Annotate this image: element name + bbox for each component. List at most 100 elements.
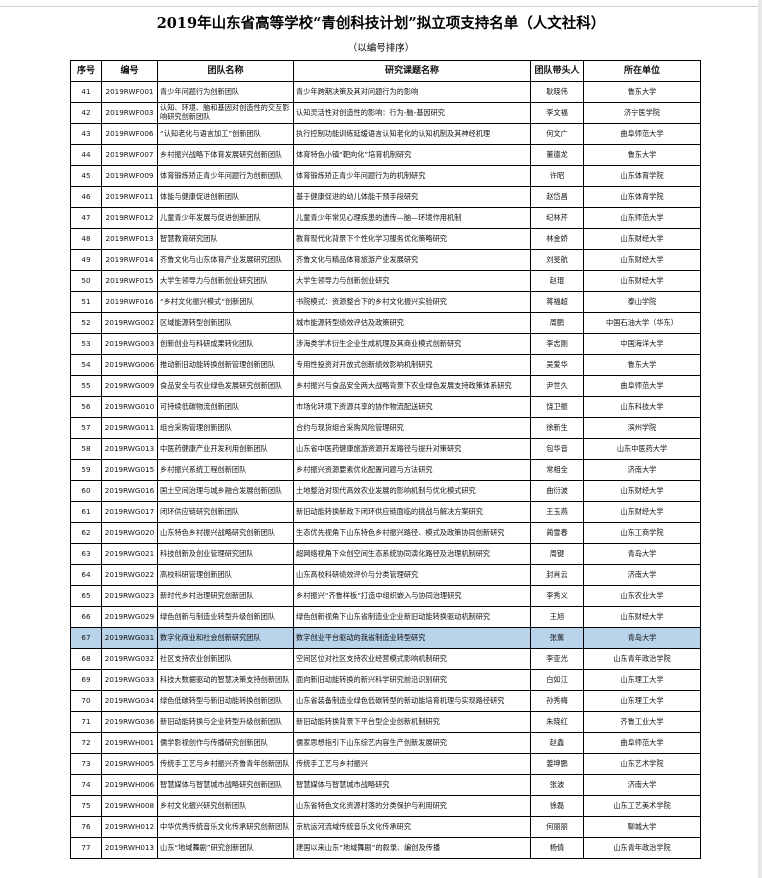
table-row: 63 2019RWG021 科技创新及创业管理研究团队 超网络视角下众创空间生态系统协… <box>70 543 701 565</box>
cell-team-leader: 孙秀梅 <box>530 690 584 712</box>
cell-institution: 山东科技大学 <box>583 396 701 418</box>
cell-project-title: 京杭运河流域传统音乐文化传承研究 <box>293 816 531 838</box>
cell-project-title: 执行控制功能训练延缓语言认知老化的认知机制及其神经机理 <box>293 123 531 145</box>
cell-institution: 山东工商学院 <box>583 522 701 544</box>
cell-institution: 聊城大学 <box>583 816 701 838</box>
cell-team-leader: 赵鑫 <box>530 732 584 754</box>
cell-institution: 山东青年政治学院 <box>583 648 701 670</box>
project-list-table: 序号 编号 团队名称 研究课题名称 团队带头人 所在单位 41 2019RWF00… <box>70 60 701 859</box>
cell-code: 2019RWG009 <box>101 375 158 397</box>
document-subtitle: （以编号排序） <box>347 43 415 54</box>
cell-code: 2019RWG010 <box>101 396 158 418</box>
cell-team-name: 传统手工艺与乡村振兴齐鲁青年创新团队 <box>157 753 294 775</box>
cell-team-name: 中华优秀传统音乐文化传承研究创新团队 <box>157 816 294 838</box>
cell-team-leader: 徐磊 <box>530 795 584 817</box>
table-row: 69 2019RWG033 科技大数据驱动的智慧决策支持创新团队 面向新旧动能转换的新… <box>70 669 701 691</box>
cell-team-name: 科技创新及创业管理研究团队 <box>157 543 294 565</box>
cell-index: 69 <box>70 669 102 691</box>
cell-institution: 山东农业大学 <box>583 585 701 607</box>
cell-team-leader: 蔺雪春 <box>530 522 584 544</box>
cell-code: 2019RWF006 <box>101 123 158 145</box>
table-row: 52 2019RWG002 区域能源转型创新团队 城市能源转型绩效评估及政策研究 周鹏中… <box>70 312 701 334</box>
cell-team-leader: 董德龙 <box>530 144 584 166</box>
cell-institution: 山东艺术学院 <box>583 753 701 775</box>
cell-institution: 山东理工大学 <box>583 669 701 691</box>
cell-project-title: 数字创业平台驱动的我省制造业转型研究 <box>293 627 531 649</box>
table-row: 65 2019RWG023 新时代乡村治理研究创新团队 乡村振兴“齐鲁样板”打造中组织… <box>70 585 701 607</box>
cell-project-title: 市场化环境下资源共享的协作物流配送研究 <box>293 396 531 418</box>
header-index: 序号 <box>70 60 102 82</box>
cell-team-leader: 包华音 <box>530 438 584 460</box>
cell-team-name: 乡村振兴系统工程创新团队 <box>157 459 294 481</box>
cell-project-title: 山东省装备制造业绿色低碳转型的新动能培育机理与实现路径研究 <box>293 690 531 712</box>
cell-team-name: 组合采购管理创新团队 <box>157 417 294 439</box>
cell-team-name: 区域能源转型创新团队 <box>157 312 294 334</box>
cell-institution: 济南大学 <box>583 774 701 796</box>
table-row: 71 2019RWG036 新旧动能转换与企业转型升级创新团队 新旧动能转换背景下平台… <box>70 711 701 733</box>
cell-institution: 山东财经大学 <box>583 501 701 523</box>
cell-team-leader: 许昭 <box>530 165 584 187</box>
cell-team-leader: 姜坤鹏 <box>530 753 584 775</box>
cell-team-leader: 吴爱华 <box>530 354 584 376</box>
cell-index: 74 <box>70 774 102 796</box>
cell-project-title: 涉海类学术衍生企业生成机理及其商业模式创新研究 <box>293 333 531 355</box>
table-row: 54 2019RWG006 推动新旧动能转换创新管理创新团队 专用性投资对开放式创新绩… <box>70 354 701 376</box>
cell-institution: 齐鲁工业大学 <box>583 711 701 733</box>
cell-index: 45 <box>70 165 102 187</box>
header-team-name: 团队名称 <box>157 60 294 82</box>
cell-index: 48 <box>70 228 102 250</box>
cell-institution: 山东青年政治学院 <box>583 837 701 859</box>
cell-institution: 山东工艺美术学院 <box>583 795 701 817</box>
cell-project-title: 超网络视角下众创空间生态系统协同演化路径及治理机制研究 <box>293 543 531 565</box>
table-row: 76 2019RWH012 中华优秀传统音乐文化传承研究创新团队 京杭运河流域传统音乐… <box>70 816 701 838</box>
cell-index: 51 <box>70 291 102 313</box>
cell-team-name: 推动新旧动能转换创新管理创新团队 <box>157 354 294 376</box>
cell-project-title: 绿色创新视角下山东省制造业企业新旧动能转换驱动机制研究 <box>293 606 531 628</box>
cell-index: 75 <box>70 795 102 817</box>
cell-index: 49 <box>70 249 102 271</box>
cell-team-leader: 何丽丽 <box>530 816 584 838</box>
cell-code: 2019RWG002 <box>101 312 158 334</box>
cell-team-name: 科技大数据驱动的智慧决策支持创新团队 <box>157 669 294 691</box>
cell-code: 2019RWF001 <box>101 81 158 103</box>
cell-institution: 滨州学院 <box>583 417 701 439</box>
table-row: 59 2019RWG015 乡村振兴系统工程创新团队 乡村振兴资源要素优化配置问题与方… <box>70 459 701 481</box>
cell-team-leader: 封肖云 <box>530 564 584 586</box>
table-row: 47 2019RWF012 儿童青少年发展与促进创新团队 儿童青少年常见心理疾患的遗传… <box>70 207 701 229</box>
cell-code: 2019RWG003 <box>101 333 158 355</box>
cell-team-leader: 赵琨 <box>530 270 584 292</box>
cell-team-leader: 张薰 <box>530 627 584 649</box>
cell-project-title: 乡村振兴“齐鲁样板”打造中组织嵌入与协同治理研究 <box>293 585 531 607</box>
cell-project-title: 认知灵活性对创造性的影响：行为-脑-基因研究 <box>293 102 531 124</box>
table-row: 70 2019RWG034 绿色低碳转型与新旧动能转换创新团队 山东省装备制造业绿色低… <box>70 690 701 712</box>
cell-index: 50 <box>70 270 102 292</box>
cell-code: 2019RWF012 <box>101 207 158 229</box>
cell-project-title: 生态优先视角下山东特色乡村振兴路径、模式及政策协同创新研究 <box>293 522 531 544</box>
cell-team-name: 数字化商业和社会创新研究团队 <box>157 627 294 649</box>
cell-institution: 青岛大学 <box>583 543 701 565</box>
cell-team-name: 青少年问题行为创新团队 <box>157 81 294 103</box>
cell-index: 63 <box>70 543 102 565</box>
cell-index: 57 <box>70 417 102 439</box>
cell-index: 72 <box>70 732 102 754</box>
table-row: 46 2019RWF011 体能与健康促进创新团队 基于健康促进的幼儿体能干预手段研究… <box>70 186 701 208</box>
cell-code: 2019RWF007 <box>101 144 158 166</box>
cell-team-leader: 赵岱昌 <box>530 186 584 208</box>
cell-institution: 青岛大学 <box>583 627 701 649</box>
table-row: 53 2019RWG003 创新创业与科研成果转化团队 涉海类学术衍生企业生成机理及其… <box>70 333 701 355</box>
cell-team-name: 创新创业与科研成果转化团队 <box>157 333 294 355</box>
document-title: 2019年山东省高等学校“青创科技计划”拟立项支持名单（人文社科） <box>156 15 606 32</box>
cell-index: 71 <box>70 711 102 733</box>
cell-code: 2019RWF016 <box>101 291 158 313</box>
cell-index: 43 <box>70 123 102 145</box>
cell-team-leader: 朱晓红 <box>530 711 584 733</box>
table-row: 58 2019RWG013 中医药健康产业开发利用创新团队 山东省中医药健康旅游资源开… <box>70 438 701 460</box>
table-header-row: 序号 编号 团队名称 研究课题名称 团队带头人 所在单位 <box>70 60 701 82</box>
cell-project-title: 山东高校科研绩效评价与分类管理研究 <box>293 564 531 586</box>
table-row: 61 2019RWG017 闭环供应链研究创新团队 新旧动能转换新政下闭环供应链面临的… <box>70 501 701 523</box>
cell-team-leader: 曲衍波 <box>530 480 584 502</box>
cell-institution: 济宁医学院 <box>583 102 701 124</box>
cell-code: 2019RWF011 <box>101 186 158 208</box>
table-row: 56 2019RWG010 可持续低碳物流创新团队 市场化环境下资源共享的协作物流配送… <box>70 396 701 418</box>
cell-code: 2019RWF003 <box>101 102 158 124</box>
